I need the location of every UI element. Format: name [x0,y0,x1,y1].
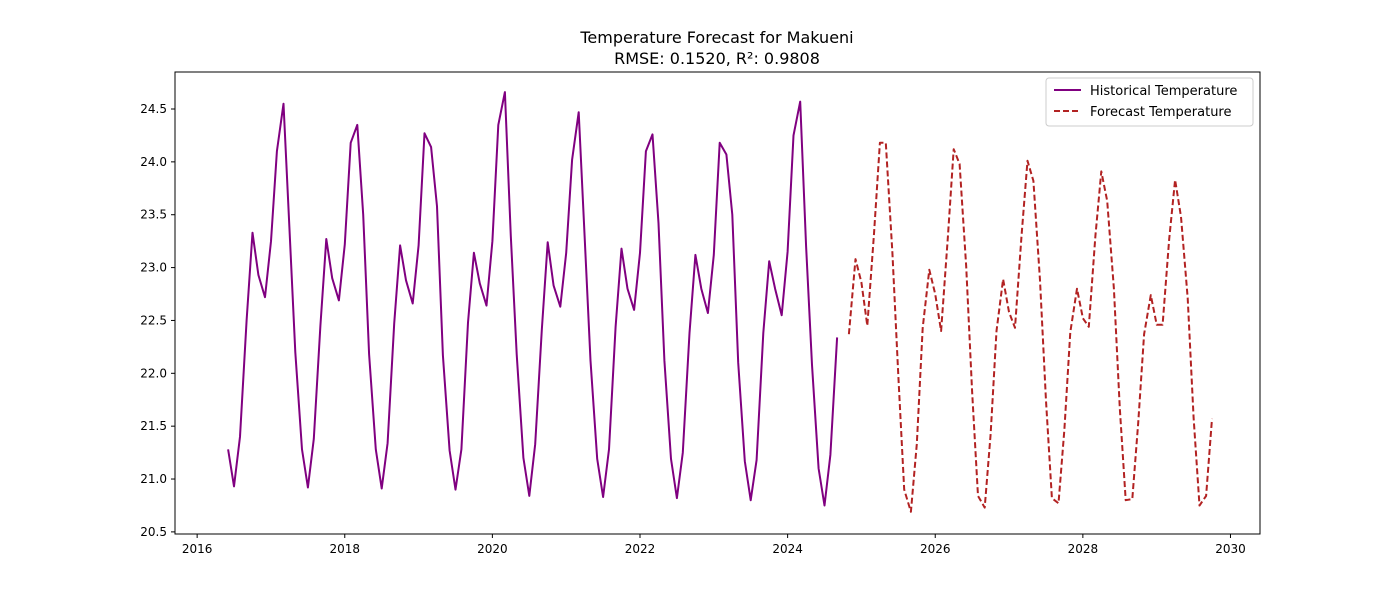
x-tick-label: 2026 [920,542,951,556]
x-tick-label: 2028 [1068,542,1099,556]
y-tick-label: 22.5 [140,313,167,327]
x-tick-label: 2020 [477,542,508,556]
forecast-temperature-line [847,141,1213,513]
y-tick-label: 23.5 [140,208,167,222]
y-tick-label: 21.0 [140,472,167,486]
x-tick-label: 2030 [1215,542,1246,556]
chart-subtitle: RMSE: 0.1520, R²: 0.9808 [614,49,820,68]
legend-label-forecast: Forecast Temperature [1090,105,1232,120]
historical-temperature-line [227,91,839,507]
legend-box [1045,77,1254,127]
y-tick-label: 24.5 [140,102,167,116]
x-axis: 2016 2018 2020 2022 2024 2026 2028 2030 [182,534,1246,556]
plot-lines [227,91,1213,513]
y-tick-label: 23.0 [140,261,167,275]
x-tick-label: 2016 [182,542,213,556]
y-tick-label: 24.0 [140,155,167,169]
y-tick-label: 20.5 [140,525,167,539]
x-tick-label: 2022 [625,542,656,556]
legend-label-historical: Historical Temperature [1090,84,1237,99]
y-axis: 20.5 21.0 21.5 22.0 22.5 23.0 23.5 24.0 24.5 [140,102,175,539]
y-tick-label: 21.5 [140,419,167,433]
x-tick-label: 2018 [329,542,360,556]
chart-title: Temperature Forecast for Makueni [579,28,853,47]
plot-area-frame [174,71,1261,535]
y-tick-label: 22.0 [140,366,167,380]
x-tick-label: 2024 [772,542,803,556]
legend: Historical Temperature Forecast Temperat… [1045,77,1254,127]
